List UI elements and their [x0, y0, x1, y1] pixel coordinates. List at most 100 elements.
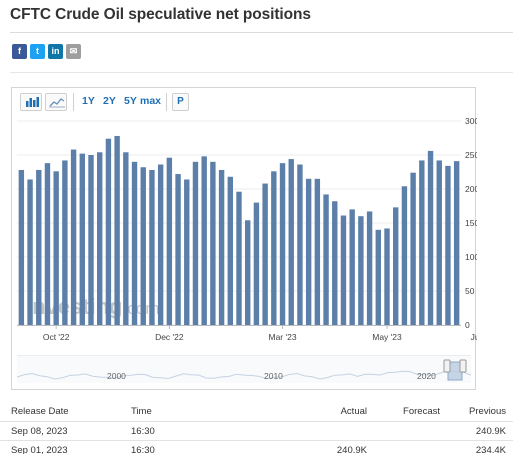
p-button[interactable]: P — [172, 93, 189, 111]
header-actual: Actual — [340, 406, 367, 417]
actual-cell: 240.9K — [336, 445, 367, 454]
bar[interactable] — [149, 169, 155, 325]
bar[interactable] — [314, 178, 321, 325]
bar[interactable] — [114, 135, 120, 325]
bar[interactable] — [236, 191, 242, 325]
navigator-series — [16, 370, 472, 380]
previous-cell: 240.9K — [475, 426, 506, 437]
bar[interactable] — [218, 169, 225, 325]
navigator-handle-left[interactable] — [443, 359, 451, 373]
header-previous: Previous — [469, 406, 506, 417]
bar[interactable] — [175, 174, 181, 325]
navigator-handle-right[interactable] — [459, 359, 467, 373]
bar[interactable] — [445, 165, 451, 325]
bar[interactable] — [279, 163, 286, 325]
bar-chart-icon — [26, 97, 39, 107]
header-release-date: Release Date — [11, 406, 69, 417]
table-row: Sep 01, 2023 16:30 240.9K 234.4K — [0, 440, 513, 454]
bar[interactable] — [97, 152, 103, 325]
y-tick-label: 50 — [465, 286, 475, 296]
range-1y-button[interactable]: 1Y — [82, 95, 95, 107]
bar[interactable] — [105, 138, 112, 325]
bar[interactable] — [375, 229, 381, 325]
time-cell: 16:30 — [131, 426, 155, 437]
bar[interactable] — [366, 211, 373, 325]
bar[interactable] — [349, 209, 355, 325]
bar[interactable] — [253, 202, 260, 325]
bar-chart-button[interactable] — [20, 93, 42, 111]
chart-container: 1Y 2Y 5Y max P Investing.com050100150200… — [11, 87, 477, 390]
bar[interactable] — [166, 157, 173, 325]
share-divider — [10, 72, 513, 73]
table-header: Release Date Time Actual Forecast Previo… — [0, 402, 513, 421]
bar[interactable] — [62, 160, 68, 325]
bar[interactable] — [419, 160, 425, 325]
navigator — [17, 356, 471, 383]
time-cell: 16:30 — [131, 445, 155, 454]
bar[interactable] — [453, 161, 460, 325]
line-chart-icon — [49, 98, 65, 108]
facebook-share-icon[interactable]: f — [12, 44, 27, 59]
range-max-button[interactable]: max — [140, 95, 162, 107]
bar[interactable] — [70, 149, 77, 325]
bar[interactable] — [305, 178, 312, 325]
bar[interactable] — [88, 155, 94, 325]
bar[interactable] — [184, 179, 190, 325]
bar[interactable] — [332, 201, 338, 325]
toolbar-separator — [166, 93, 167, 111]
bar[interactable] — [79, 153, 85, 325]
bar[interactable] — [201, 156, 207, 325]
y-tick-label: 150 — [465, 218, 477, 228]
y-tick-label: 300 — [465, 116, 477, 126]
header-time: Time — [131, 406, 152, 417]
bar[interactable] — [262, 183, 268, 325]
chart-svg: Investing.com050100150200250300Oct '22De… — [16, 116, 477, 383]
bar[interactable] — [427, 150, 434, 325]
bar[interactable] — [53, 171, 59, 325]
y-tick-label: 100 — [465, 252, 477, 262]
header-forecast: Forecast — [403, 406, 440, 417]
x-tick-label: May '23 — [372, 332, 402, 342]
release-date-cell: Sep 08, 2023 — [11, 426, 68, 437]
bar[interactable] — [410, 172, 416, 325]
navigator-label: 2010 — [264, 371, 283, 381]
range-5y-button[interactable]: 5Y — [124, 95, 137, 107]
bar[interactable] — [340, 215, 347, 325]
bar[interactable] — [271, 171, 277, 325]
y-tick-label: 250 — [465, 150, 477, 160]
bar[interactable] — [131, 161, 138, 325]
bar[interactable] — [36, 169, 42, 325]
bar[interactable] — [192, 161, 199, 325]
bar[interactable] — [393, 207, 399, 325]
bar[interactable] — [123, 152, 129, 325]
x-tick-label: Mar '23 — [268, 332, 296, 342]
x-tick-label: Jul '23 — [471, 332, 477, 342]
bar[interactable] — [245, 220, 251, 325]
bar[interactable] — [436, 160, 442, 325]
bar[interactable] — [227, 176, 233, 325]
bar[interactable] — [18, 169, 25, 325]
bar[interactable] — [384, 228, 390, 325]
x-tick-label: Dec '22 — [155, 332, 184, 342]
bar[interactable] — [44, 163, 51, 325]
chart-toolbar: 1Y 2Y 5Y max P — [12, 88, 475, 116]
linkedin-share-icon[interactable]: in — [48, 44, 63, 59]
bar[interactable] — [288, 159, 294, 325]
bar[interactable] — [140, 167, 146, 325]
bar[interactable] — [401, 186, 408, 325]
bar[interactable] — [157, 164, 164, 325]
bar[interactable] — [358, 216, 364, 325]
range-2y-button[interactable]: 2Y — [103, 95, 116, 107]
bar[interactable] — [27, 179, 33, 325]
release-date-cell: Sep 01, 2023 — [11, 445, 68, 454]
y-tick-label: 200 — [465, 184, 477, 194]
twitter-share-icon[interactable]: t — [30, 44, 45, 59]
toolbar-separator — [73, 93, 74, 111]
line-chart-button[interactable] — [45, 93, 67, 111]
bar[interactable] — [210, 161, 216, 325]
email-share-icon[interactable]: ✉ — [66, 44, 81, 59]
page-title: CFTC Crude Oil speculative net positions — [10, 6, 311, 23]
bar[interactable] — [297, 164, 303, 325]
bar[interactable] — [323, 194, 329, 325]
previous-cell: 234.4K — [475, 445, 506, 454]
